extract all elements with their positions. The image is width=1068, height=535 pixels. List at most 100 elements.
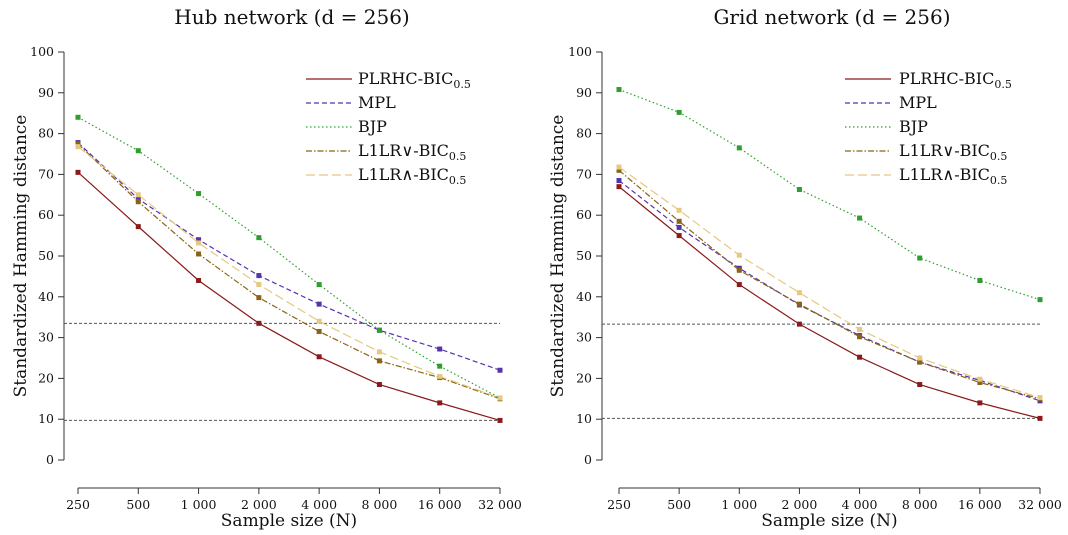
y-tick-label: 100 [30,44,54,59]
data-point [196,277,202,283]
data-point [196,251,202,257]
legend-label: L1LR∨-BIC0.5 [358,141,466,163]
legend-label: BJP [358,117,387,136]
y-tick-label: 70 [576,166,592,181]
legend: PLRHC-BIC0.5 MPL BJP L1LR∨-BIC0.5L1LR∧-BIC0… [306,69,471,187]
data-point [75,141,81,147]
x-tick-label: 500 [667,497,691,512]
data-point [917,355,923,361]
y-tick-label: 50 [576,248,592,263]
y-tick-label: 80 [576,126,592,141]
data-point [616,87,622,93]
data-point [857,334,863,340]
y-tick-label: 30 [576,330,592,345]
data-point [256,273,262,279]
data-point [796,186,802,192]
data-point [917,255,923,261]
data-point [75,144,81,150]
legend-label: PLRHC-BIC0.5 [899,69,1012,91]
y-tick-label: 0 [46,452,54,467]
data-point [497,395,503,401]
data-point [135,192,141,198]
data-point [437,346,443,352]
series-line [618,88,1041,301]
legend: PLRHC-BIC0.5 MPL BJP L1LR∨-BIC0.5L1LR∧-BIC0… [845,69,1012,187]
data-point [75,169,81,175]
x-tick-label: 1 000 [181,497,217,512]
data-point [616,184,622,190]
data-point [736,145,742,151]
data-point [857,215,863,221]
x-tick-label: 32 000 [478,497,522,512]
x-tick-label: 4 000 [301,497,337,512]
data-point [676,218,682,224]
y-tick-label: 90 [576,85,592,100]
chart-title: Hub network (d = 256) [174,5,410,29]
data-point [796,290,802,296]
data-point [376,349,382,355]
data-point [376,327,382,333]
data-point [196,237,202,243]
y-tick-label: 40 [576,289,592,304]
data-point [437,373,443,379]
data-point [316,318,322,324]
y-tick-label: 10 [576,411,592,426]
x-tick-label: 250 [607,497,631,512]
data-point [977,277,983,283]
series-line [618,166,1041,399]
legend-label: BJP [899,117,928,136]
x-tick-label: 2 000 [782,497,818,512]
data-point [1037,415,1043,421]
x-axis-label: Sample size (N) [221,511,357,531]
legend-label: PLRHC-BIC0.5 [358,69,471,91]
data-point [616,164,622,170]
chart-panel-1: Hub network (d = 256) 0 10 20 30 40 50 60 70 80 90… [11,5,522,531]
data-point [857,326,863,332]
series-1 [75,169,503,423]
data-point [616,178,622,184]
legend-label: MPL [358,93,396,112]
data-point [1037,395,1043,401]
data-point [917,359,923,365]
data-point [135,224,141,230]
data-point [857,354,863,360]
data-point [316,328,322,334]
data-point [676,233,682,239]
data-point [977,376,983,382]
y-tick-label: 100 [568,44,592,59]
data-point [736,282,742,288]
data-point [376,358,382,364]
data-point [437,400,443,406]
series-line [77,116,501,399]
chart-title: Grid network (d = 256) [713,5,950,29]
data-point [256,320,262,326]
data-point [736,252,742,258]
chart-panel-2: Grid network (d = 256) 0 10 20 30 40 50 60 70 80 9… [548,5,1062,531]
y-tick-label: 70 [38,166,54,181]
data-point [196,191,202,197]
data-point [616,167,622,173]
data-point [135,148,141,154]
y-tick-label: 90 [38,85,54,100]
series-3 [616,87,1043,303]
data-point [676,109,682,115]
data-point [135,196,141,202]
x-tick-label: 32 000 [1018,497,1062,512]
series-line [618,180,1041,402]
legend-label: L1LR∨-BIC0.5 [899,141,1007,163]
data-point [316,282,322,288]
legend-label: L1LR∧-BIC0.5 [899,165,1007,187]
y-tick-label: 10 [38,411,54,426]
y-tick-label: 80 [38,126,54,141]
x-tick-label: 500 [126,497,150,512]
y-tick-label: 40 [38,289,54,304]
x-tick-label: 250 [66,497,90,512]
series-1 [616,184,1043,421]
data-point [917,382,923,388]
data-point [256,282,262,288]
series-line [618,169,1041,400]
data-point [676,207,682,213]
data-point [977,400,983,406]
y-tick-label: 60 [576,207,592,222]
y-tick-label: 20 [576,370,592,385]
